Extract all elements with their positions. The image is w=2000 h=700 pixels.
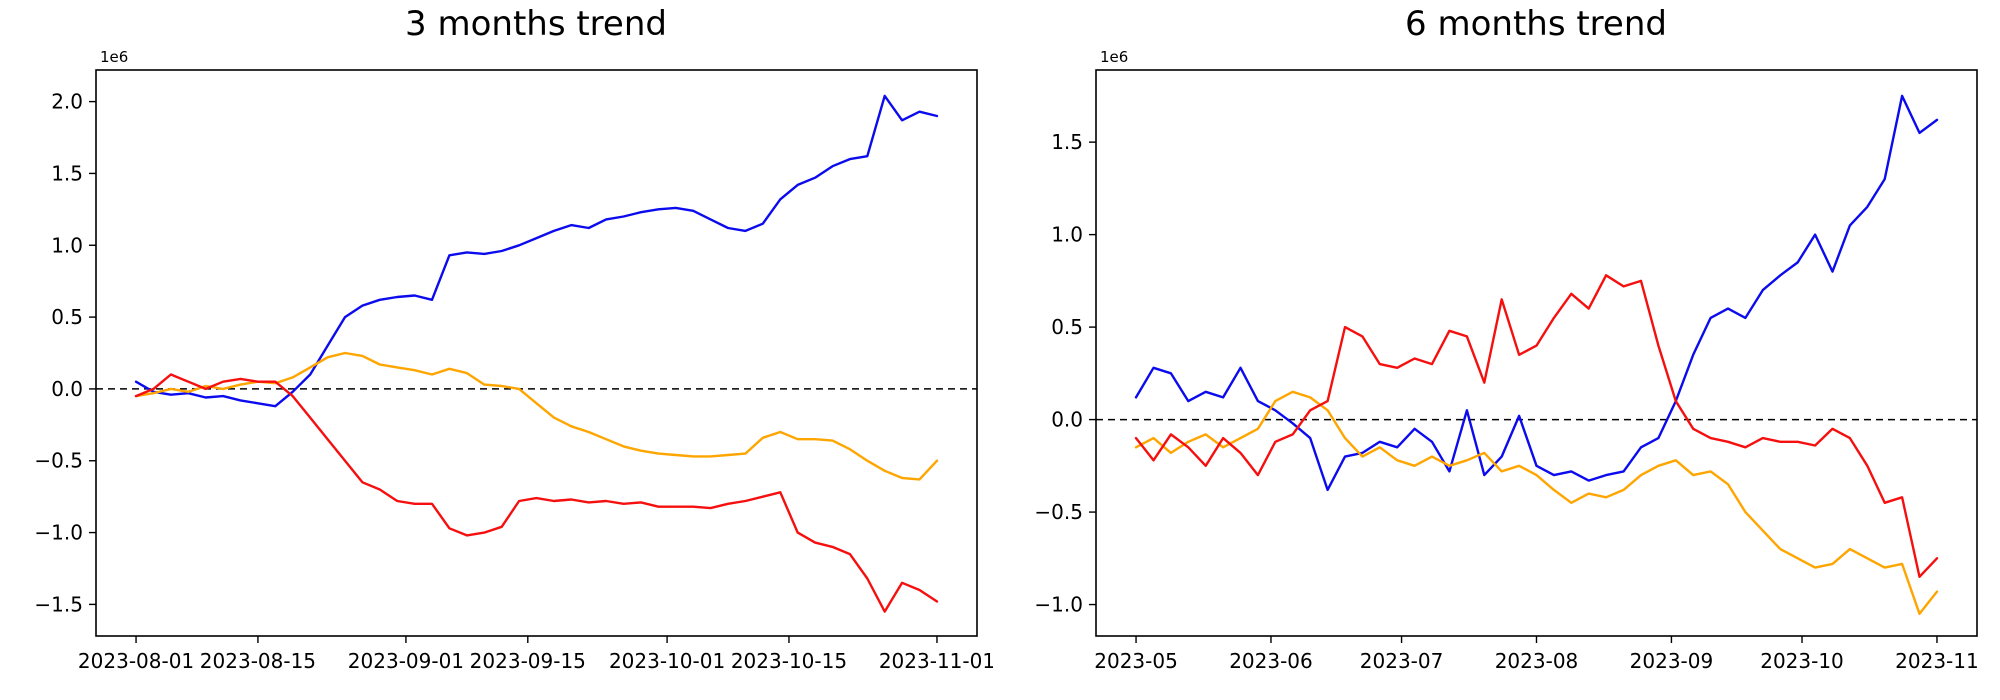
y-tick-label: 1.0 [1051, 223, 1083, 247]
subplot-3-months-trend: 3 months trend 1e6 −1.5 −1.0 −0.5 0.0 0.5 1.0 1… [34, 4, 993, 673]
axes-box [1094, 69, 1978, 637]
y-tick-label: 1.5 [1051, 130, 1083, 154]
series-orange-line [1134, 390, 1938, 615]
axis-offset-label: 1e6 [100, 48, 128, 66]
x-tick-label: 2023-08 [1494, 649, 1578, 673]
axis-offset-label: 1e6 [1100, 48, 1128, 66]
series-blue-line [1134, 94, 1938, 492]
y-tick-label: −0.5 [1034, 500, 1083, 524]
chart-title-3-months: 3 months trend [405, 4, 667, 44]
x-tick-label: 2023-09 [1629, 649, 1713, 673]
x-tick-label: 2023-08-01 [77, 649, 193, 673]
y-tick-label: 0.0 [51, 377, 83, 401]
x-tick-label: 2023-10-01 [608, 649, 724, 673]
x-tick-label: 2023-08-15 [199, 649, 315, 673]
y-tick-label: 1.5 [51, 161, 83, 185]
y-tick-label: 0.0 [1051, 408, 1083, 432]
y-tick-label: 2.0 [51, 90, 83, 114]
series-red-line [1134, 274, 1938, 578]
x-tick-label: 2023-07 [1359, 649, 1443, 673]
x-tick-label: 2023-06 [1229, 649, 1313, 673]
axes-box [94, 69, 978, 637]
y-tick-label: −0.5 [34, 449, 83, 473]
x-tick-label: 2023-09-01 [347, 649, 463, 673]
x-tick-label: 2023-10-15 [730, 649, 846, 673]
x-tick-label: 2023-11 [1895, 649, 1979, 673]
y-tick-label: −1.5 [34, 592, 83, 616]
y-tick-label: −1.0 [1034, 593, 1083, 617]
x-tick-label: 2023-05 [1094, 649, 1178, 673]
subplot-6-months-trend: 6 months trend 1e6 −1.0 −0.5 0.0 0.5 1.0 1.5 20… [1000, 0, 2000, 700]
x-tick-label: 2023-10 [1760, 649, 1844, 673]
y-tick-label: 0.5 [1051, 315, 1083, 339]
y-tick-label: 1.0 [51, 233, 83, 257]
y-tick-label: −1.0 [34, 521, 83, 545]
x-tick-label: 2023-09-15 [469, 649, 585, 673]
chart-canvas-6-months: 1e6 −1.0 −0.5 0.0 0.5 1.0 1.5 2023-05 2023-06 202… [1034, 48, 1979, 673]
chart-title-6-months: 6 months trend [1405, 4, 1667, 44]
x-tick-label: 2023-11-01 [878, 649, 992, 673]
chart-canvas-3-months: 1e6 −1.5 −1.0 −0.5 0.0 0.5 1.0 1.5 2.0 2023-08-01… [34, 48, 993, 673]
series-red-line [134, 373, 938, 613]
y-tick-label: 0.5 [51, 305, 83, 329]
series-blue-line [134, 94, 938, 408]
